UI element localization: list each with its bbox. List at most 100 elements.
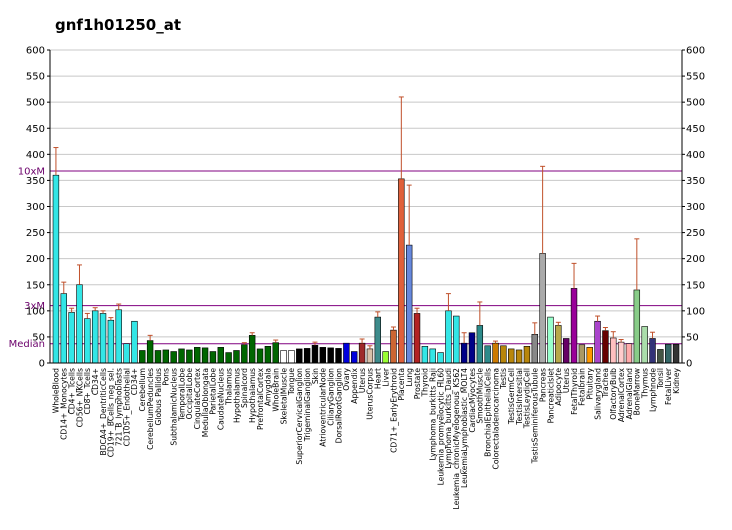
bar	[665, 343, 672, 364]
category-label: Adipocyte	[554, 368, 563, 406]
category-label: BoneMarrow	[633, 368, 642, 415]
bar	[107, 319, 115, 364]
category-label: Pituitary	[586, 367, 595, 399]
bar	[178, 348, 185, 364]
bar	[468, 332, 476, 364]
bar	[610, 337, 617, 364]
category-label: TestisIntersitial	[515, 368, 524, 426]
bar	[319, 347, 327, 364]
bar	[76, 284, 83, 364]
category-label: Skin	[311, 368, 320, 384]
bars	[52, 174, 680, 364]
bar	[351, 351, 358, 364]
category-label: CD34+	[91, 368, 100, 395]
category-label: AtrioventricularNode	[319, 368, 328, 447]
category-label: OlfactoryBulb	[609, 368, 618, 420]
bar	[264, 346, 272, 364]
bar	[60, 293, 67, 364]
bar	[398, 178, 405, 364]
category-label: Lung	[405, 368, 414, 387]
bar	[405, 244, 413, 364]
bar	[162, 349, 170, 364]
bar	[280, 350, 287, 364]
category-label: CD4+_Tcells	[67, 368, 76, 415]
bar	[154, 350, 162, 364]
category-label: AdrenalGland	[625, 368, 634, 420]
category-label: Salivarygland	[593, 368, 602, 420]
bar	[91, 310, 99, 364]
category-label: OccipitalLobe	[185, 368, 194, 420]
y-tick-label-right: 600	[686, 46, 705, 57]
bar	[453, 315, 460, 364]
bar	[248, 335, 256, 364]
bar	[492, 342, 499, 364]
bar	[633, 289, 641, 364]
category-label: CingulateCortex	[193, 368, 202, 430]
bar	[233, 350, 240, 364]
y-tick-label-left: 200	[26, 254, 45, 265]
y-tick-label-right: 0	[686, 359, 692, 370]
bar	[201, 347, 209, 364]
y-tick-label-right: 150	[686, 280, 705, 291]
category-label: Ovary	[342, 368, 351, 391]
y-tick-label-right: 400	[686, 150, 705, 161]
category-label: Globus Pallidus	[154, 368, 163, 425]
bar	[366, 348, 374, 364]
chart-title: gnf1h01250_at	[55, 16, 181, 34]
category-label: WholeBlood	[52, 368, 61, 413]
bar	[358, 342, 366, 364]
category-label: Pons	[162, 368, 171, 386]
category-label: Hypothalamus	[232, 368, 241, 423]
category-label: Heart	[374, 368, 383, 389]
bar	[256, 348, 264, 364]
category-label: MedullaOblongata	[201, 368, 210, 437]
bar	[374, 316, 381, 364]
bar	[531, 334, 538, 364]
category-label: TestisLeydigCell	[523, 368, 532, 429]
category-label: Cerebellum	[138, 368, 147, 412]
y-tick-label-right: 200	[686, 254, 705, 265]
bar	[617, 341, 625, 364]
category-label: SkeletalMuscle	[279, 368, 288, 425]
bar	[523, 346, 531, 364]
bar	[657, 349, 664, 364]
bar	[429, 348, 436, 364]
bar	[484, 345, 491, 364]
category-label: Thymus	[640, 368, 649, 399]
category-label: FetalThyroid	[570, 368, 579, 415]
bar	[139, 350, 146, 364]
bar	[672, 343, 680, 364]
y-tick-label-left: 250	[26, 228, 45, 239]
bar	[649, 338, 656, 364]
category-label: TestisGermCell	[507, 368, 516, 425]
bar	[539, 253, 546, 364]
category-label: Testis	[499, 368, 508, 390]
category-label: Spinalcord	[240, 368, 249, 408]
bar	[272, 342, 279, 364]
bar	[241, 344, 248, 364]
bar	[194, 347, 201, 364]
category-label: TestisSeminiferousTubule	[531, 368, 540, 465]
y-tick-label-right: 250	[686, 228, 705, 239]
bar	[625, 343, 633, 364]
category-label: Tongue	[287, 368, 296, 396]
bar	[217, 347, 224, 364]
category-label: CD8+_Tcells	[83, 368, 92, 415]
y-tick-label-left: 50	[32, 332, 45, 343]
category-label: FetalLiver	[664, 367, 673, 405]
reference-line-label: 10xM	[18, 167, 45, 178]
category-label: Appendix	[350, 367, 359, 403]
category-label: CaudateNucleus	[217, 368, 226, 430]
category-label: CiliaryGanglion	[326, 368, 335, 426]
category-label: ParietalLobe	[209, 368, 218, 415]
bar	[570, 288, 578, 364]
bar	[343, 342, 350, 364]
category-label: PrefrontalCortex	[256, 367, 265, 429]
category-label: BDCA4+_DentriticCells	[99, 368, 108, 456]
y-tick-label-right: 350	[686, 176, 705, 187]
y-tick-label-right: 300	[686, 202, 705, 213]
y-tick-label-left: 600	[26, 46, 45, 57]
category-label: SuperiorCervicalGanglion	[295, 368, 304, 465]
category-label: SmoothMuscle	[476, 368, 485, 424]
category-label: AdrenalCortex	[617, 368, 626, 423]
